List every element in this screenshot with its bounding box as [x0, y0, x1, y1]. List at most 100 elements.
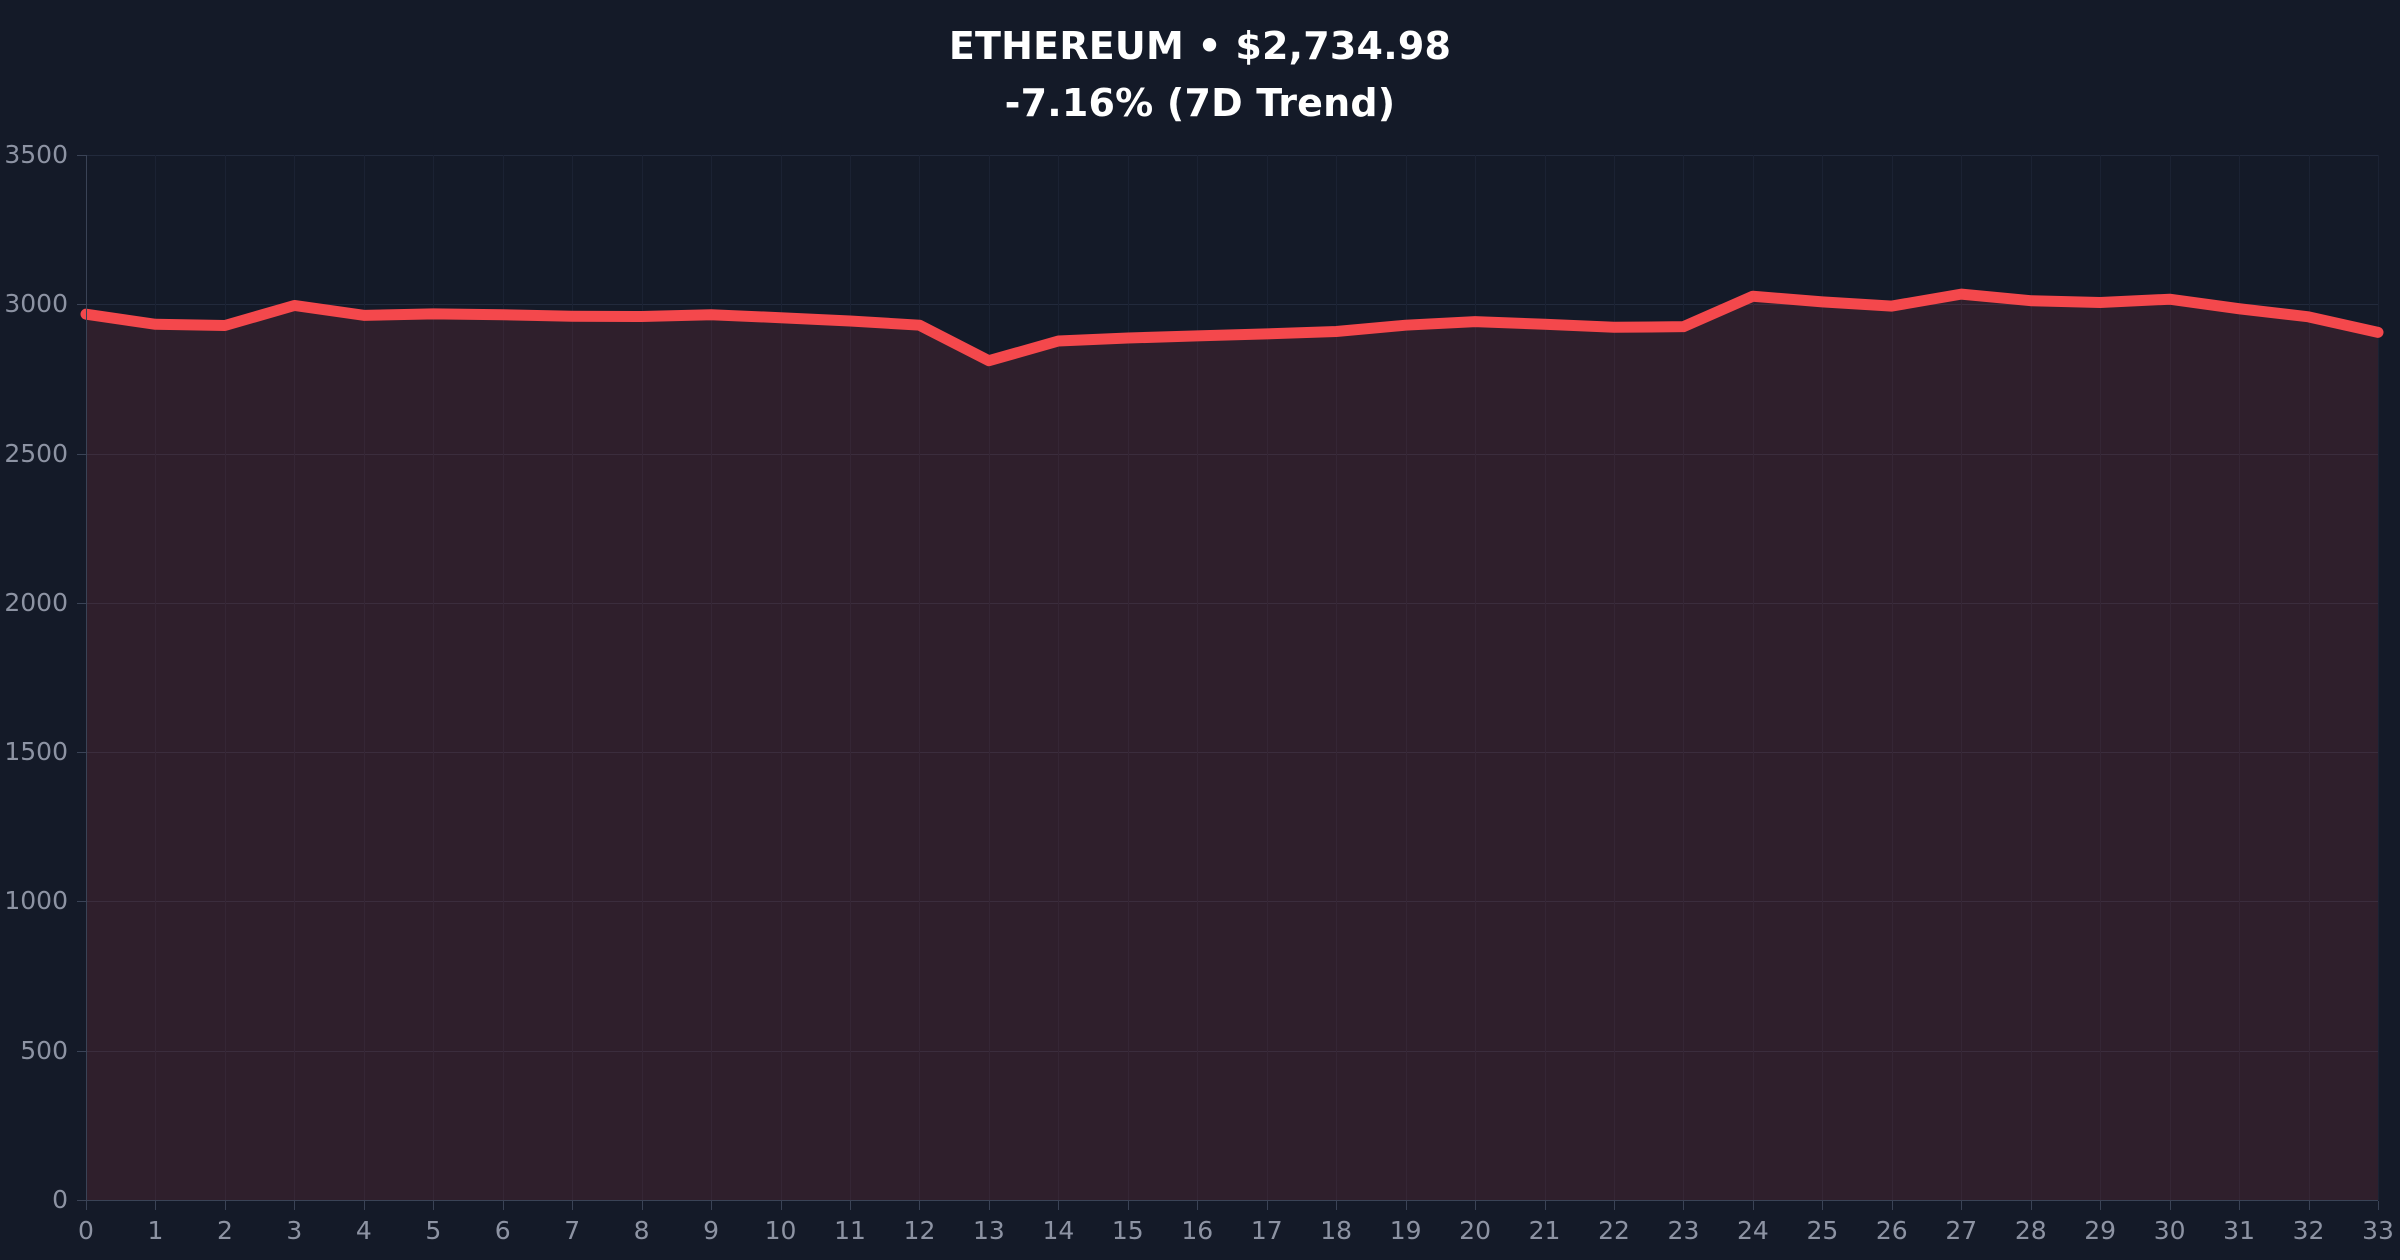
x-tick-label: 9: [703, 1216, 720, 1245]
gridline-vertical: [502, 155, 504, 1200]
x-tick-label: 13: [973, 1216, 1005, 1245]
gridline-vertical: [2030, 155, 2032, 1200]
x-axis-spine: [86, 1200, 2378, 1201]
y-tick-label: 1000: [4, 886, 68, 916]
gridline-vertical: [1197, 155, 1199, 1200]
x-tick-mark: [1475, 1201, 1477, 1210]
y-tick-mark: [77, 1200, 86, 1201]
gridline-vertical: [1475, 155, 1477, 1200]
chart-title-secondary: -7.16% (7D Trend): [1004, 81, 1396, 125]
gridline-vertical: [363, 155, 365, 1200]
x-tick-label: 6: [494, 1216, 511, 1245]
gridline-vertical: [2100, 155, 2102, 1200]
gridline-vertical: [224, 155, 226, 1200]
x-tick-label: 2: [216, 1216, 233, 1245]
x-tick-mark: [1683, 1201, 1685, 1210]
gridline-vertical: [572, 155, 574, 1200]
y-tick-label: 3000: [4, 289, 68, 319]
y-tick-mark: [77, 304, 86, 306]
x-tick-mark: [1336, 1201, 1338, 1210]
x-tick-label: 3: [286, 1216, 303, 1245]
gridline-vertical: [1891, 155, 1893, 1200]
x-tick-label: 32: [2292, 1216, 2325, 1245]
gridline-vertical: [988, 155, 990, 1200]
y-tick-mark: [77, 453, 86, 455]
x-tick-mark: [433, 1201, 435, 1210]
x-tick-mark: [2100, 1201, 2102, 1210]
x-tick-label: 0: [78, 1216, 94, 1245]
x-tick-mark: [572, 1201, 574, 1210]
x-tick-label: 1: [147, 1216, 164, 1245]
x-tick-label: 7: [564, 1216, 581, 1245]
y-tick-mark: [77, 602, 86, 604]
x-tick-label: 27: [1945, 1216, 1978, 1245]
x-tick-label: 10: [764, 1216, 797, 1245]
gridline-horizontal: [86, 453, 2378, 455]
x-tick-mark: [294, 1201, 296, 1210]
price-line: [80, 288, 2384, 367]
x-tick-label: 30: [2153, 1216, 2186, 1245]
x-tick-label: 31: [2223, 1216, 2255, 1245]
gridline-vertical: [2169, 155, 2171, 1200]
x-tick-mark: [780, 1201, 782, 1210]
y-tick-mark: [77, 752, 86, 754]
gridline-vertical: [1961, 155, 1963, 1200]
x-tick-label: 12: [903, 1216, 936, 1245]
x-tick-mark: [1961, 1201, 1963, 1210]
x-tick-label: 4: [355, 1216, 372, 1245]
gridline-horizontal: [86, 901, 2378, 903]
gridline-vertical: [155, 155, 157, 1200]
x-tick-mark: [2030, 1201, 2032, 1210]
y-tick-label: 2000: [4, 587, 68, 617]
chart-title: ETHEREUM • $2,734.98 -7.16% (7D Trend): [0, 18, 2400, 132]
x-tick-mark: [1266, 1201, 1268, 1210]
gridline-vertical: [1683, 155, 1685, 1200]
x-tick-mark: [2378, 1201, 2379, 1210]
x-tick-label: 29: [2084, 1216, 2117, 1245]
x-tick-mark: [711, 1201, 713, 1210]
x-tick-label: 23: [1667, 1216, 1700, 1245]
x-tick-mark: [1197, 1201, 1199, 1210]
y-tick-mark: [77, 155, 86, 156]
x-tick-mark: [988, 1201, 990, 1210]
x-tick-mark: [224, 1201, 226, 1210]
x-tick-label: 24: [1737, 1216, 1769, 1245]
x-tick-mark: [1891, 1201, 1893, 1210]
x-tick-label: 33: [2362, 1216, 2394, 1245]
gridline-vertical: [641, 155, 643, 1200]
x-tick-mark: [1544, 1201, 1546, 1210]
gridline-vertical: [2239, 155, 2241, 1200]
gridline-horizontal: [86, 602, 2378, 604]
gridline-vertical: [2308, 155, 2310, 1200]
gridline-vertical: [2378, 155, 2379, 1200]
x-tick-label: 28: [2014, 1216, 2047, 1245]
x-tick-mark: [2169, 1201, 2171, 1210]
gridline-horizontal: [86, 752, 2378, 754]
x-tick-label: 15: [1111, 1216, 1144, 1245]
series-layer: [80, 288, 2384, 1200]
x-tick-label: 18: [1320, 1216, 1353, 1245]
gridline-vertical: [711, 155, 713, 1200]
x-tick-label: 14: [1042, 1216, 1075, 1245]
x-tick-mark: [2239, 1201, 2241, 1210]
gridline-horizontal: [86, 304, 2378, 306]
gridline-vertical: [1266, 155, 1268, 1200]
x-tick-mark: [1614, 1201, 1615, 1210]
x-tick-mark: [363, 1201, 365, 1210]
gridline-vertical: [294, 155, 296, 1200]
x-tick-label: 17: [1250, 1216, 1283, 1245]
gridline-vertical: [433, 155, 435, 1200]
x-tick-mark: [1822, 1201, 1824, 1210]
x-tick-mark: [2308, 1201, 2310, 1210]
x-tick-label: 22: [1598, 1216, 1630, 1245]
x-tick-label: 26: [1875, 1216, 1908, 1245]
gridline-vertical: [1405, 155, 1407, 1200]
gridline-horizontal: [86, 155, 2378, 156]
y-tick-label: 3500: [4, 140, 68, 169]
gridline-vertical: [1614, 155, 1615, 1200]
y-tick-label: 0: [52, 1185, 68, 1214]
y-axis-spine: [86, 155, 87, 1200]
x-tick-label: 19: [1389, 1216, 1422, 1245]
